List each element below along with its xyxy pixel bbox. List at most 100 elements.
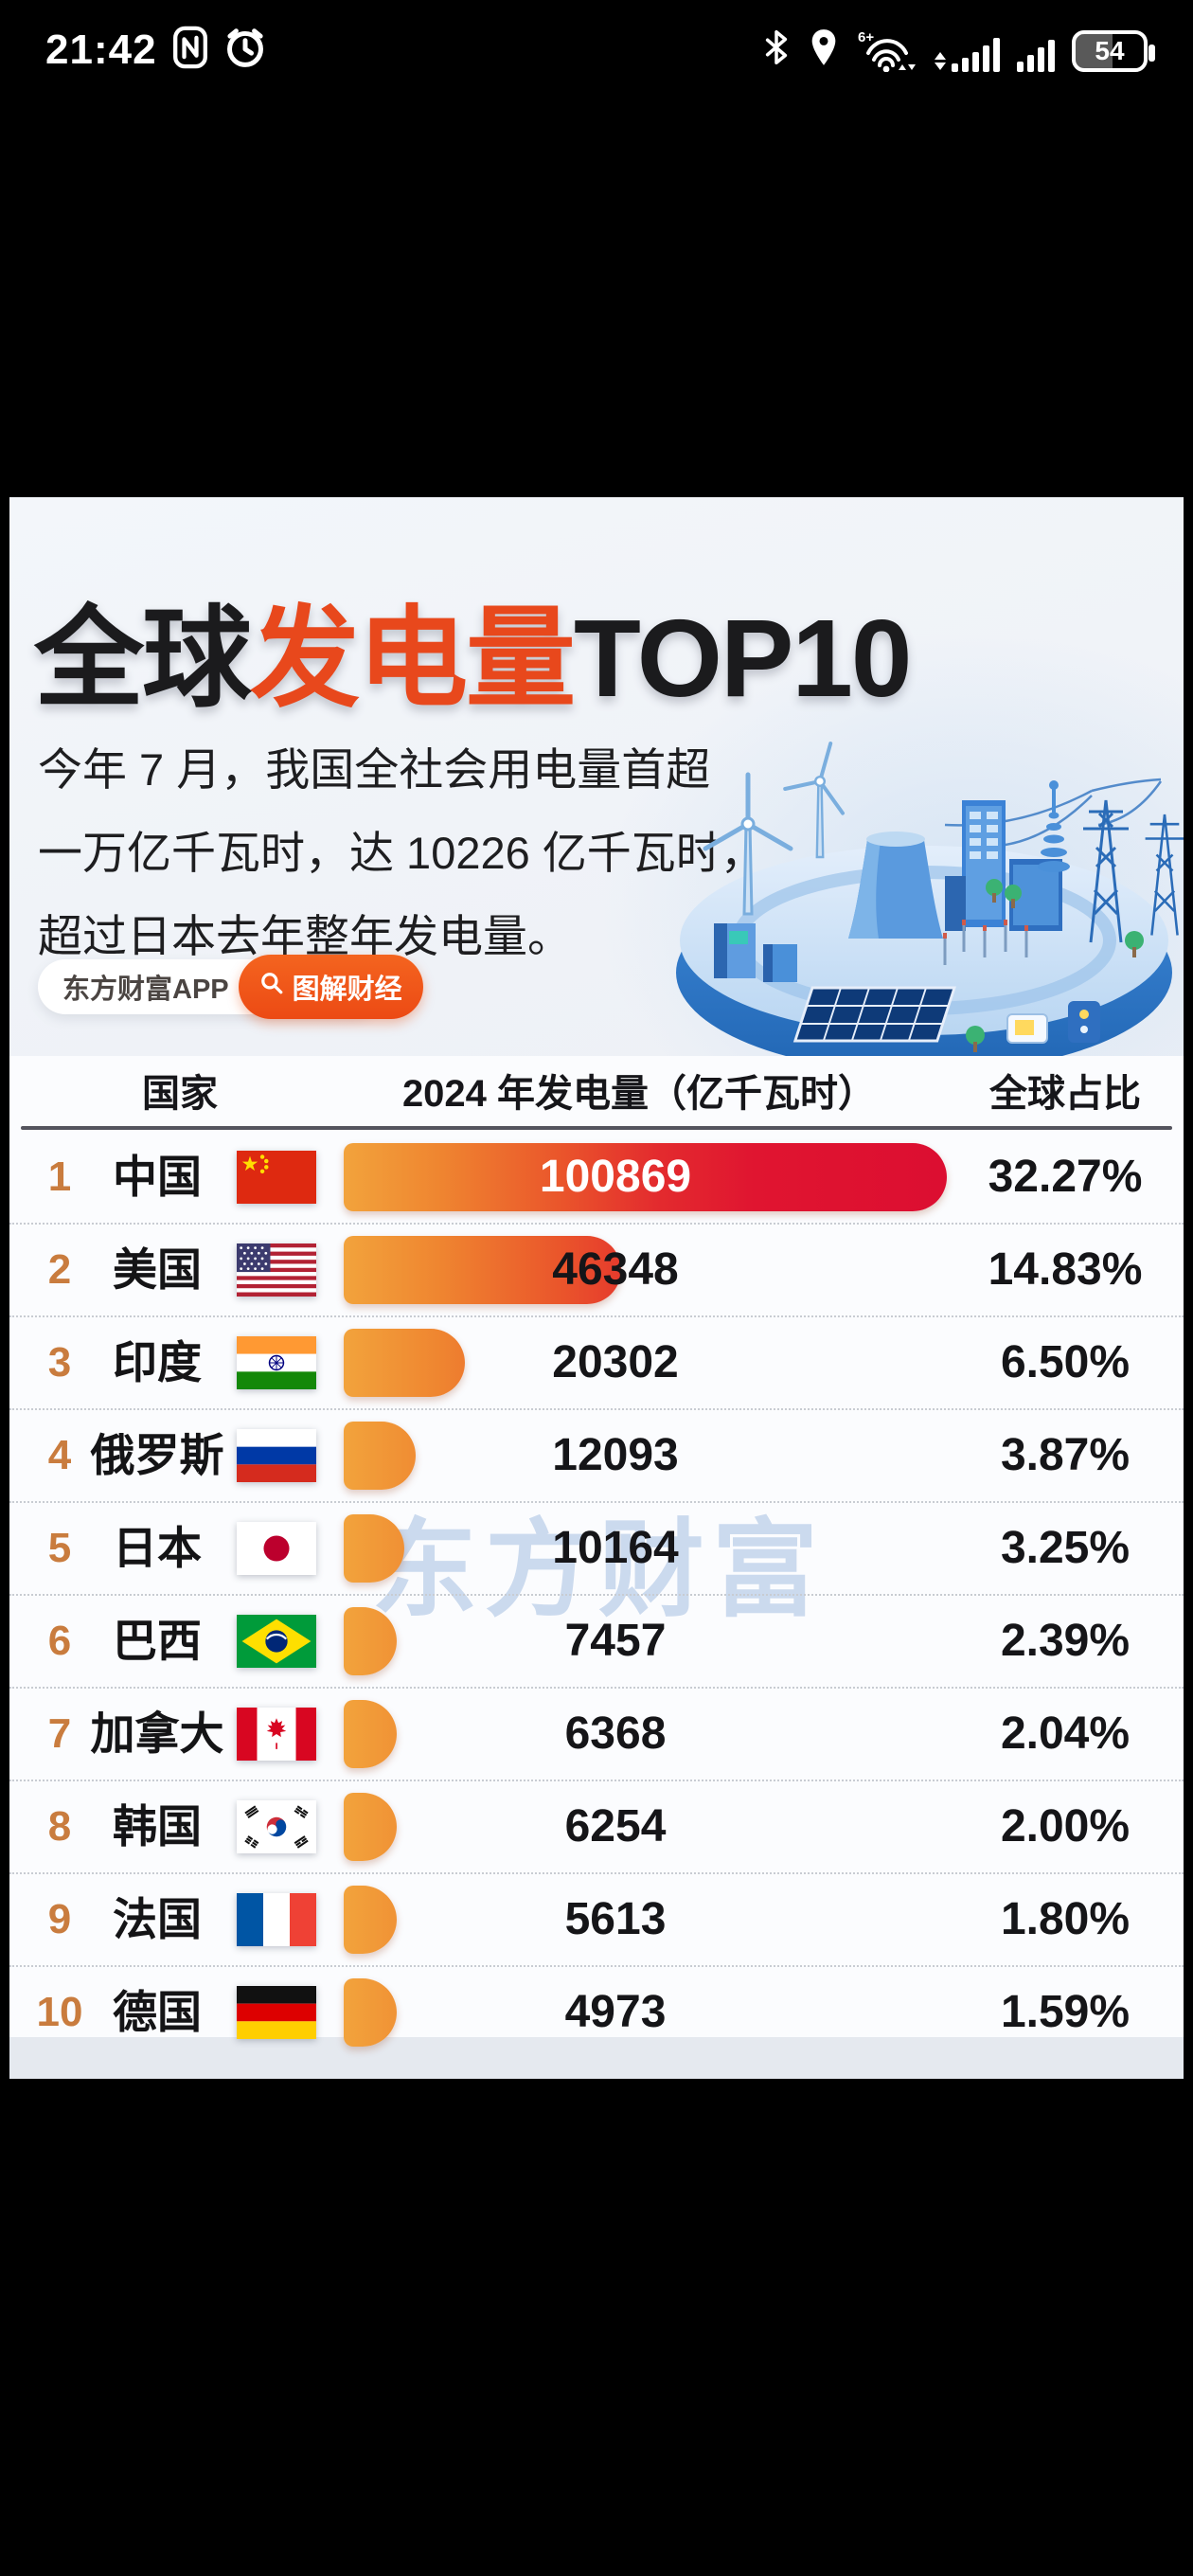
- ranking-table-card: 国家 2024 年发电量（亿千瓦时） 全球占比 东方财富 1 中国 100869…: [9, 1056, 1184, 2047]
- battery-percent: 54: [1095, 36, 1125, 65]
- brand-badges: 东方财富APP 图解财经: [38, 954, 423, 1020]
- header-generation: 2024 年发电量（亿千瓦时）: [401, 1073, 877, 1115]
- app-badge-label: 东方财富APP: [62, 975, 229, 1005]
- table-row: 2 美国 46348 14.83%: [9, 1225, 1184, 1317]
- generation-value: 20302: [552, 1337, 679, 1387]
- generation-bar: [344, 1422, 416, 1490]
- global-share-value: 2.04%: [1000, 1708, 1131, 1759]
- generation-value: 12093: [552, 1430, 679, 1480]
- rank-number: 7: [47, 1710, 72, 1757]
- global-share-value: 2.00%: [1000, 1801, 1131, 1852]
- global-share-value: 1.59%: [1000, 1987, 1131, 2037]
- table-row: 4 俄罗斯 12093 3.87%: [9, 1410, 1184, 1503]
- column-badge: 图解财经: [238, 955, 423, 1019]
- generation-value: 10164: [552, 1523, 679, 1573]
- rank-number: 2: [47, 1246, 72, 1293]
- table-header: 国家 2024 年发电量（亿千瓦时） 全球占比: [9, 1056, 1184, 1130]
- country-flag-icon: [237, 1522, 316, 1575]
- wifi-6plus-label: 6+: [858, 29, 874, 45]
- country-flag-icon: [237, 1708, 316, 1761]
- signal-icon-2: [1017, 40, 1055, 72]
- country-name: 印度: [113, 1337, 202, 1387]
- clock-text: 21:42: [45, 26, 157, 73]
- table-row: 10 德国 4973 1.59%: [9, 1967, 1184, 2058]
- generation-value: 46348: [552, 1244, 679, 1295]
- magnifier-icon: [259, 971, 284, 1003]
- generation-bar: [344, 1607, 397, 1675]
- infographic-poster: 全球发电量TOP10 今年 7 月，我国全社会用电量首超 一万亿千瓦时，达 10…: [9, 497, 1184, 2079]
- country-flag-icon: [237, 1893, 316, 1946]
- country-name: 巴西: [113, 1616, 202, 1666]
- table-row: 9 法国 5613 1.80%: [9, 1874, 1184, 1967]
- header-divider: [21, 1126, 1172, 1130]
- generation-value: 4973: [564, 1987, 667, 2037]
- generation-value: 5613: [564, 1894, 667, 1944]
- table-row: 7 加拿大 6368 2.04%: [9, 1689, 1184, 1781]
- status-bar-left: 21:42: [45, 26, 267, 74]
- country-name: 日本: [113, 1523, 202, 1573]
- global-share-value: 2.39%: [1000, 1616, 1131, 1666]
- rank-number: 5: [47, 1525, 72, 1571]
- battery-icon: 54: [1072, 30, 1155, 72]
- generation-bar: [344, 1886, 397, 1954]
- signal-icon: [935, 38, 1000, 72]
- column-badge-label: 图解财经: [292, 975, 402, 1005]
- rank-number: 8: [47, 1803, 72, 1850]
- generation-value: 6368: [564, 1708, 667, 1759]
- country-flag-icon: [237, 1243, 316, 1297]
- nfc-icon: [172, 26, 208, 74]
- generation-bar: [344, 1236, 621, 1304]
- title-part-black-1: 全球: [34, 597, 252, 720]
- generation-value: 6254: [564, 1801, 667, 1852]
- subtitle-line: 今年 7 月，我国全社会用电量首超: [38, 744, 711, 795]
- rank-number: 9: [47, 1896, 72, 1942]
- global-share-value: 3.25%: [1000, 1523, 1131, 1573]
- country-flag-icon: [237, 1336, 316, 1389]
- table-row: 1 中国 100869 32.27%: [9, 1132, 1184, 1225]
- bluetooth-icon: [762, 27, 791, 72]
- global-share-value: 3.87%: [1000, 1430, 1131, 1480]
- rank-number: 1: [47, 1154, 72, 1200]
- status-bar-right: 6+: [762, 27, 1155, 73]
- alarm-icon: [223, 26, 267, 74]
- header-country: 国家: [142, 1073, 218, 1115]
- rank-number: 3: [47, 1339, 72, 1386]
- table-row: 8 韩国 6254 2.00%: [9, 1781, 1184, 1874]
- generation-bar: [344, 1143, 947, 1211]
- country-name: 中国: [113, 1152, 202, 1202]
- rank-number: 6: [47, 1618, 72, 1664]
- global-share-value: 14.83%: [988, 1244, 1143, 1295]
- country-flag-icon: [237, 1615, 316, 1668]
- battery-fill: [1076, 34, 1113, 68]
- subtitle-text: 今年 7 月，我国全社会用电量首超 一万亿千瓦时，达 10226 亿千瓦时， 超…: [38, 728, 765, 978]
- country-name: 韩国: [113, 1801, 202, 1852]
- country-name: 美国: [113, 1244, 202, 1295]
- country-name: 法国: [113, 1894, 202, 1944]
- country-name: 俄罗斯: [90, 1430, 224, 1480]
- subtitle-line: 超过日本去年整年发电量。: [38, 911, 572, 961]
- watermark-text: 东方财富: [371, 1511, 826, 1629]
- battery-nub: [1148, 45, 1155, 62]
- country-flag-icon: [237, 1800, 316, 1853]
- location-icon: [808, 27, 840, 72]
- country-flag-icon: [237, 1151, 316, 1204]
- status-bar: 21:42: [0, 0, 1193, 99]
- country-name: 加拿大: [90, 1708, 224, 1759]
- wifi-icon: 6+: [857, 28, 917, 73]
- header-share: 全球占比: [989, 1073, 1141, 1115]
- generation-value: 100869: [539, 1152, 692, 1202]
- table-row: 3 印度 20302 6.50%: [9, 1317, 1184, 1410]
- page-title: 全球发电量TOP10: [34, 569, 912, 728]
- subtitle-line: 一万亿千瓦时，达 10226 亿千瓦时，: [38, 828, 765, 878]
- country-name: 德国: [113, 1987, 202, 2037]
- generation-bar: [344, 1329, 465, 1397]
- poster-footer-strip: [9, 2037, 1184, 2079]
- generation-bar: [344, 1514, 404, 1583]
- global-share-value: 6.50%: [1000, 1337, 1131, 1387]
- generation-value: 7457: [564, 1616, 667, 1666]
- table-row: 5 日本 10164 3.25%: [9, 1503, 1184, 1596]
- generation-bar: [344, 1700, 397, 1768]
- country-flag-icon: [237, 1429, 316, 1482]
- country-flag-icon: [237, 1986, 316, 2039]
